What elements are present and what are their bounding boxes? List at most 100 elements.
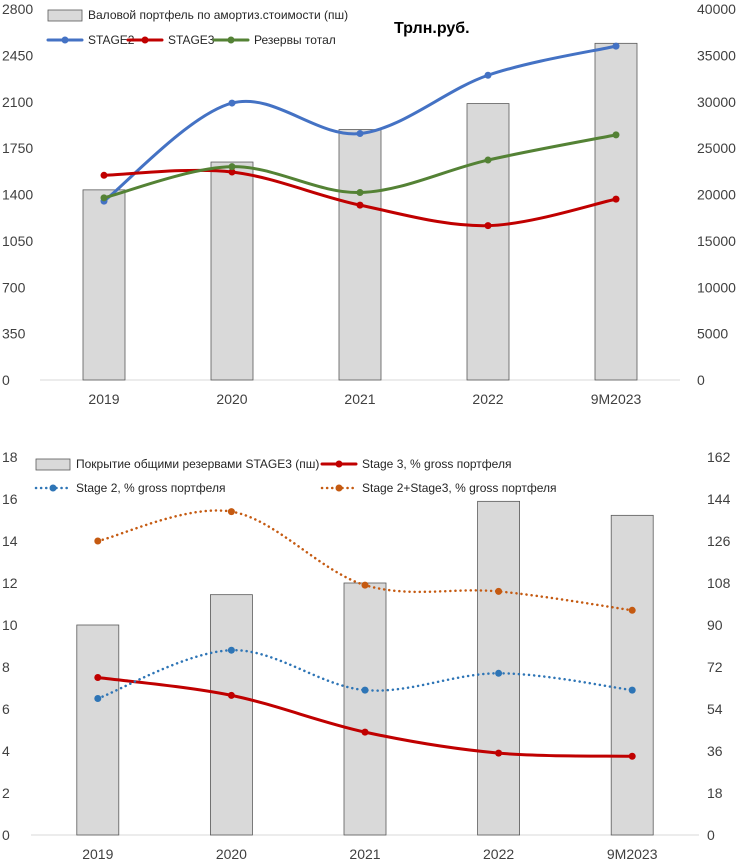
legend-swatch-bar xyxy=(35,458,71,471)
x-category-label: 2020 xyxy=(216,391,247,407)
y-right-tick-label: 15000 xyxy=(697,233,736,249)
y-left-tick-label: 4 xyxy=(2,743,10,759)
y-left-tick-label: 18 xyxy=(2,449,18,465)
x-category-label: 2020 xyxy=(216,846,247,862)
legend-swatch-marker xyxy=(49,484,57,492)
bar xyxy=(82,189,126,381)
bar xyxy=(210,161,254,381)
series-point xyxy=(495,749,503,757)
y-left-tick-label: 2800 xyxy=(2,1,33,17)
bar xyxy=(343,582,387,836)
y-right-tick-label: 0 xyxy=(707,827,715,843)
y-right-tick-label: 0 xyxy=(697,372,705,388)
bar xyxy=(76,624,120,836)
legend-label: STAGE3 xyxy=(168,33,215,47)
y-right-tick-label: 162 xyxy=(707,449,731,465)
series-point xyxy=(356,189,364,197)
y-left-tick-label: 14 xyxy=(2,533,18,549)
series-point xyxy=(484,71,492,79)
legend-label: Резервы тотал xyxy=(254,33,336,47)
series-point xyxy=(612,131,620,139)
y-left-tick-label: 2100 xyxy=(2,94,33,110)
y-right-tick-label: 36 xyxy=(707,743,723,759)
y-left-tick-label: 350 xyxy=(2,326,26,342)
series-point xyxy=(100,194,108,202)
y-left-tick-label: 2450 xyxy=(2,47,33,63)
series-point xyxy=(612,195,620,203)
series-point xyxy=(94,537,102,545)
bar xyxy=(209,594,253,836)
legend-swatch-marker xyxy=(227,36,235,44)
y-right-tick-label: 20000 xyxy=(697,187,736,203)
y-right-tick-label: 25000 xyxy=(697,140,736,156)
y-left-tick-label: 8 xyxy=(2,659,10,675)
y-left-tick-label: 1400 xyxy=(2,187,33,203)
y-left-tick-label: 700 xyxy=(2,279,26,295)
y-right-tick-label: 10000 xyxy=(697,279,736,295)
y-right-tick-label: 18 xyxy=(707,785,723,801)
y-right-tick-label: 30000 xyxy=(697,94,736,110)
y-left-tick-label: 12 xyxy=(2,575,18,591)
series-point xyxy=(628,606,636,614)
legend-label: Stage 2+Stage3, % gross портфеля xyxy=(362,481,556,495)
legend-label: Stage 3, % gross портфеля xyxy=(362,457,511,471)
series-point xyxy=(356,201,364,209)
series-point xyxy=(484,222,492,230)
y-right-tick-label: 35000 xyxy=(697,47,736,63)
series-point xyxy=(227,646,235,654)
bar xyxy=(466,103,510,381)
bar xyxy=(610,514,654,836)
series-point xyxy=(495,587,503,595)
y-left-tick-label: 6 xyxy=(2,701,10,717)
x-category-label: 2021 xyxy=(344,391,375,407)
y-right-tick-label: 40000 xyxy=(697,1,736,17)
series-point xyxy=(495,669,503,677)
y-right-tick-label: 5000 xyxy=(697,326,728,342)
series-point xyxy=(94,674,102,681)
series-point xyxy=(361,686,369,694)
series-point xyxy=(228,99,236,107)
x-category-label: 2021 xyxy=(349,846,380,862)
y-right-tick-label: 144 xyxy=(707,491,731,507)
legend-label: STAGE2 xyxy=(88,33,135,47)
legend-label: Покрытие общими резервами STAGE3 (пш) xyxy=(76,457,319,471)
y-left-tick-label: 0 xyxy=(2,372,10,388)
legend-swatch-marker xyxy=(335,484,343,492)
series-point xyxy=(227,691,235,699)
y-left-tick-label: 0 xyxy=(2,827,10,843)
legend-label: Stage 2, % gross портфеля xyxy=(76,481,225,495)
legend-swatch-marker xyxy=(335,460,343,468)
series-point xyxy=(100,171,108,179)
x-category-label: 2019 xyxy=(88,391,119,407)
series-point xyxy=(628,752,636,760)
series-point xyxy=(361,728,369,736)
legend-swatch-bar xyxy=(47,9,83,22)
y-left-tick-label: 10 xyxy=(2,617,18,633)
series-point xyxy=(628,686,636,694)
x-category-label: 2022 xyxy=(472,391,503,407)
series-line xyxy=(96,648,634,700)
bar xyxy=(338,129,382,381)
chart-top: 0 350 700 1050 1400 1750 2100 2450 2800 0 5000 1000… xyxy=(2,1,736,407)
y-left-tick-label: 2 xyxy=(2,785,10,801)
y-left-tick-label: 1750 xyxy=(2,140,33,156)
legend-label: Валовой портфель по амортиз.стоимости (п… xyxy=(88,8,348,22)
series-point xyxy=(484,156,492,164)
y-right-tick-label: 126 xyxy=(707,533,731,549)
x-category-label: 9M2023 xyxy=(607,846,658,862)
series-point xyxy=(228,163,236,171)
y-right-tick-label: 108 xyxy=(707,575,731,591)
bar xyxy=(594,42,638,381)
x-category-label: 9M2023 xyxy=(591,391,642,407)
series-point xyxy=(356,130,364,138)
chart-bottom: 0 2 4 6 8 10 12 14 16 18 0 18 36 54 72 90 108 126 144 162 20… xyxy=(2,449,731,862)
x-category-label: 2019 xyxy=(82,846,113,862)
series-point xyxy=(228,168,236,176)
series-point xyxy=(94,695,102,702)
y-right-tick-label: 54 xyxy=(707,701,723,717)
series-point xyxy=(227,508,235,516)
legend-swatch-marker xyxy=(141,36,149,44)
series-point xyxy=(361,581,369,589)
y-right-tick-label: 72 xyxy=(707,659,723,675)
